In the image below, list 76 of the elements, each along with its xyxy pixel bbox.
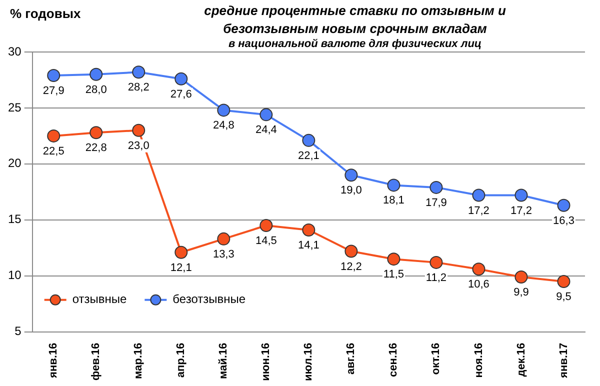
point: [132, 124, 146, 137]
point: [47, 69, 60, 82]
data-label: 22,8: [85, 142, 107, 154]
data-label: 17,2: [468, 204, 490, 217]
data-label: 17,2: [510, 204, 532, 217]
x-tick-label: дек.16: [515, 342, 528, 377]
point: [217, 232, 230, 246]
data-label: 24,4: [255, 124, 277, 136]
data-label: 22,1: [298, 150, 320, 162]
data-label: 19,0: [340, 184, 362, 197]
x-tick-label: янв.17: [558, 342, 570, 378]
x-tick-label: мар.16: [132, 342, 145, 379]
data-label: 23,0: [128, 140, 150, 152]
data-label: 16,3: [553, 214, 574, 227]
data-label: 12,2: [340, 260, 362, 273]
point: [260, 108, 273, 122]
point: [430, 180, 443, 194]
point: [430, 256, 443, 269]
chart-subtitle: в национальной валюте для физических лиц: [227, 38, 483, 50]
data-label: 11,5: [383, 268, 404, 281]
data-label: 18,1: [382, 194, 404, 207]
legend-label: безотзывные: [172, 292, 246, 306]
point: [344, 168, 358, 182]
y-tick-label: 5: [14, 324, 22, 338]
x-tick-label: сен.16: [388, 342, 400, 378]
data-label: 27,6: [170, 88, 192, 100]
data-label: 28,0: [85, 84, 107, 96]
data-label: 28,2: [128, 82, 150, 94]
y-tick-label: 10: [8, 268, 22, 282]
point: [132, 66, 146, 79]
point: [217, 104, 230, 117]
data-label: 17,9: [426, 196, 447, 209]
data-label: 27,9: [42, 85, 64, 98]
y-axis-title: % годовых: [10, 6, 81, 21]
data-label: 11,2: [426, 272, 447, 284]
y-tick-label: 30: [8, 44, 22, 58]
point: [302, 223, 316, 236]
data-label: 12,1: [170, 262, 192, 274]
point: [344, 244, 358, 258]
point: [174, 72, 188, 86]
point: [472, 188, 486, 202]
point: [514, 270, 528, 284]
point: [260, 219, 273, 232]
x-tick-label: окт.16: [430, 342, 442, 375]
x-tick-label: ноя.16: [472, 342, 485, 378]
data-label: 9,5: [556, 291, 572, 303]
point: [472, 262, 486, 276]
data-label: 14,5: [255, 235, 277, 248]
y-tick-label: 20: [8, 156, 22, 170]
x-tick-label: апр.16: [175, 342, 188, 378]
x-tick-label: янв.16: [48, 342, 60, 378]
x-tick-label: июл.16: [302, 342, 315, 382]
data-label: 24,8: [212, 120, 234, 132]
data-label: 9,9: [514, 286, 529, 299]
chart-title: средние процентные ставки по отзывным и безотзывным новым срочным вкладам: [203, 2, 507, 38]
point: [174, 246, 188, 259]
data-label: 22,5: [42, 145, 64, 158]
x-tick-label: май.16: [218, 342, 230, 380]
data-label: 14,1: [298, 240, 320, 252]
x-tick-label: июн.16: [260, 342, 272, 381]
x-tick-label: авг.16: [345, 342, 358, 374]
point: [47, 129, 60, 142]
x-tick-label: фев.16: [90, 342, 102, 380]
y-tick-label: 25: [8, 100, 22, 114]
point: [302, 134, 316, 147]
data-label: 13,3: [212, 248, 234, 260]
point: [90, 68, 103, 81]
data-label: 10,6: [468, 278, 490, 291]
point: [90, 126, 103, 140]
y-tick-label: 15: [8, 212, 22, 226]
point: [387, 252, 400, 266]
point: [557, 198, 570, 212]
legend-label: отзывные: [72, 292, 128, 306]
point: [514, 188, 528, 202]
point: [557, 274, 570, 288]
point: [387, 178, 400, 192]
